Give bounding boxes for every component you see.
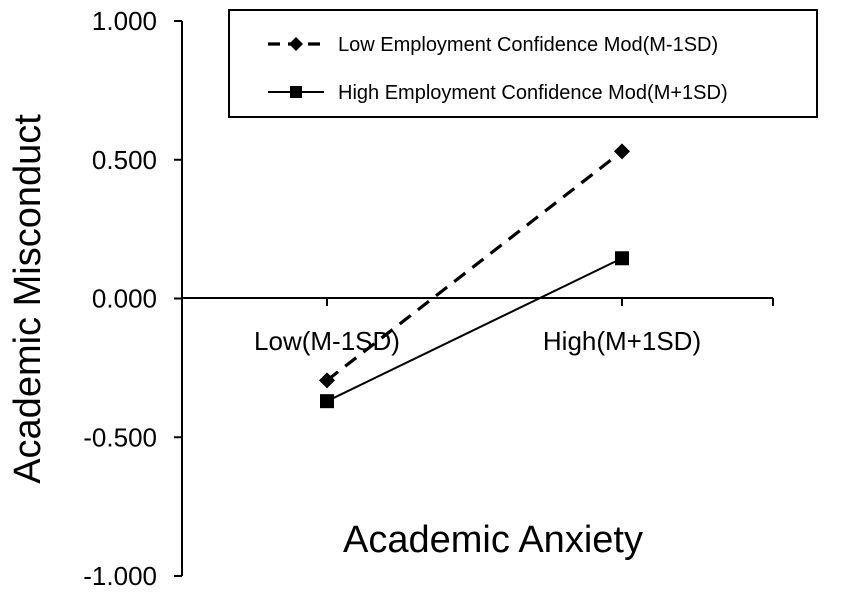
y-tick-label: 0.000 — [92, 284, 157, 314]
legend-entry-label: Low Employment Confidence Mod(M-1SD) — [338, 34, 718, 56]
data-point — [319, 372, 335, 389]
y-tick-label: -1.000 — [83, 561, 157, 591]
series-2 — [320, 251, 629, 409]
y-tick-label: -0.500 — [83, 422, 157, 452]
x-category-label: Low(M-1SD) — [254, 326, 400, 356]
x-axis: Low(M-1SD) High(M+1SD) — [182, 297, 774, 356]
legend-swatch-marker — [289, 37, 303, 51]
y-axis-title: Academic Misconduct — [7, 114, 49, 484]
data-point — [320, 394, 334, 409]
legend-entry-label: High Employment Confidence Mod(M+1SD) — [338, 82, 728, 104]
series-line — [326, 150, 623, 382]
series-1 — [319, 143, 630, 389]
legend-box — [228, 9, 818, 118]
data-point — [614, 143, 630, 160]
x-category-label: High(M+1SD) — [543, 326, 701, 356]
y-axis: 1.000 0.500 0.000 -0.500 -1.000 — [83, 6, 183, 591]
series-line — [326, 257, 623, 403]
series-layer — [319, 143, 630, 409]
y-tick-label: 1.000 — [92, 6, 157, 36]
y-tick-label: 0.500 — [92, 145, 157, 175]
data-point — [615, 251, 629, 266]
x-axis-title: Academic Anxiety — [343, 519, 643, 561]
legend: Low Employment Confidence Mod(M-1SD) High… — [228, 9, 818, 118]
legend-swatch-marker — [290, 86, 302, 98]
